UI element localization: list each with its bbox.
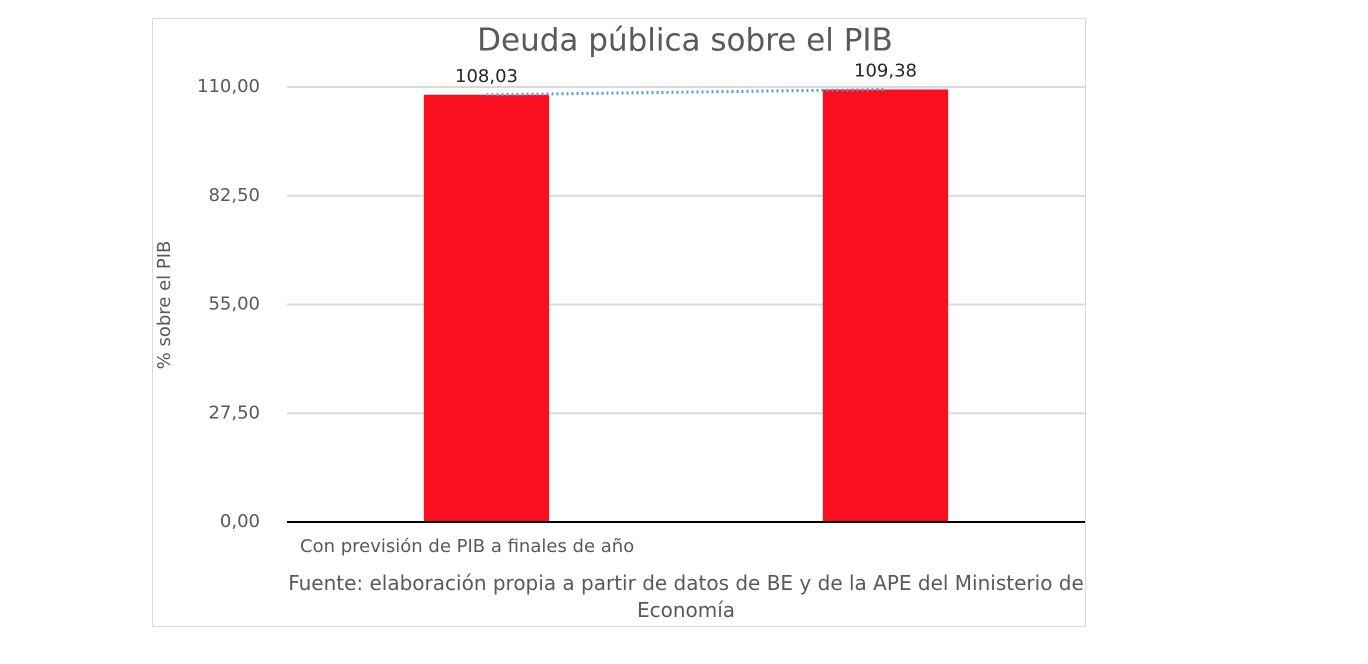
y-tick-label: 82,50 — [208, 185, 260, 206]
data-label: 108,03 — [455, 66, 518, 87]
y-axis-label: % sobre el PIB — [154, 241, 175, 370]
data-label: 109,38 — [854, 60, 917, 81]
y-tick-label: 110,00 — [197, 76, 260, 97]
bar — [822, 89, 949, 523]
y-tick-label: 27,50 — [208, 402, 260, 423]
trendline — [486, 87, 886, 97]
bar — [423, 94, 550, 522]
x-axis-label: Con previsión de PIB a finales de año — [300, 536, 634, 557]
chart-title: Deuda pública sobre el PIB — [477, 23, 893, 59]
source-note: Fuente: elaboración propia a partir de d… — [288, 571, 1084, 622]
y-tick-label: 55,00 — [208, 294, 260, 315]
y-tick-label: 0,00 — [220, 511, 260, 532]
